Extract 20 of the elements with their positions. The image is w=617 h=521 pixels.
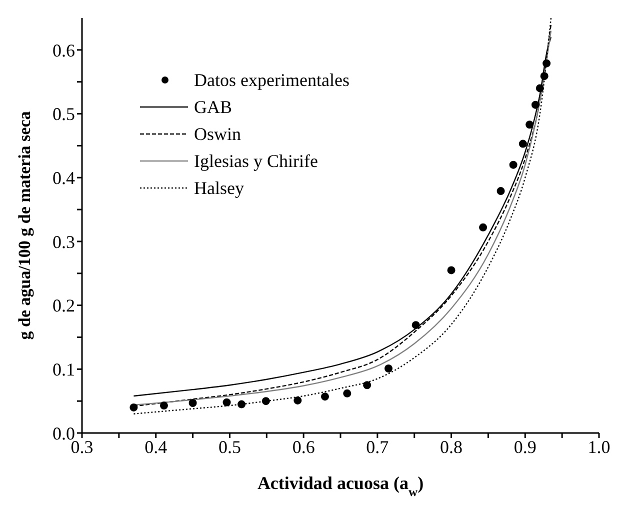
legend-label: Datos experimentales: [194, 70, 350, 90]
y-tick-label: 0.2: [52, 296, 75, 316]
y-tick-label: 0.5: [52, 104, 75, 124]
y-tick-label: 0.3: [52, 232, 75, 252]
legend-label: GAB: [194, 97, 232, 117]
x-axis-title: Actividad acuosa (a$_{w}$): [257, 473, 424, 499]
x-tick-label: 0.6: [292, 436, 315, 457]
x-tick-label: 0.7: [366, 436, 389, 457]
legend-label: Halsey: [194, 178, 244, 198]
legend-label: Iglesias y Chirife: [194, 151, 318, 171]
x-tick-label: 0.9: [514, 436, 536, 457]
y-tick-label: 0.4: [52, 168, 75, 188]
x-tick-label: 0.4: [144, 436, 168, 457]
x-tick-label: 0.5: [218, 436, 241, 457]
y-tick-label: 0.6: [52, 40, 75, 60]
x-tick-label: 1.0: [588, 436, 610, 457]
x-tick-label: 0.8: [440, 436, 463, 457]
y-axis-title: g de agua/100 g de materia seca: [15, 110, 34, 340]
y-tick-label: 0.1: [52, 360, 75, 380]
legend-label: Oswin: [194, 124, 242, 144]
